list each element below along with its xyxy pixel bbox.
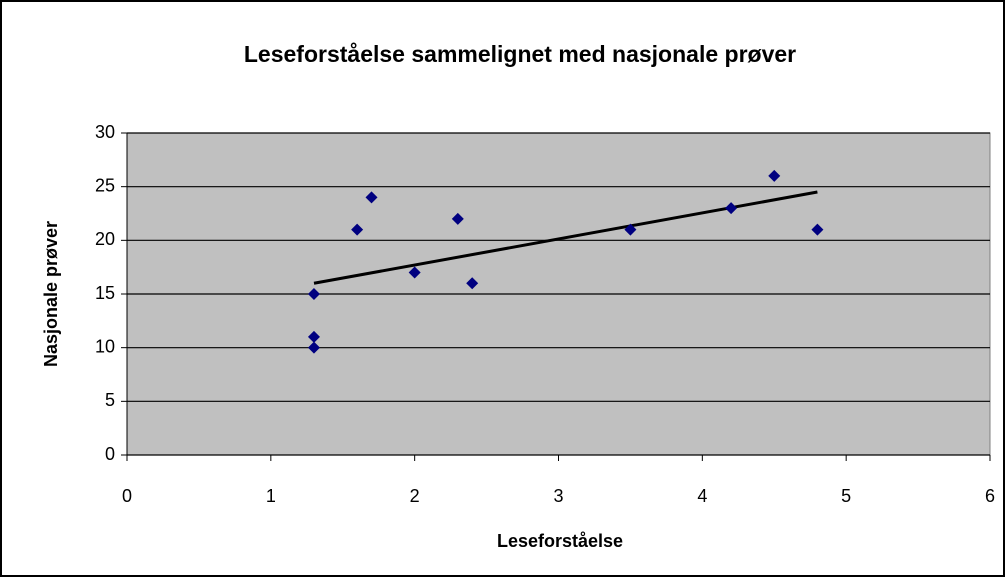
- x-tick-label: 6: [985, 486, 995, 506]
- point: [365, 191, 378, 204]
- y-tick-label: 30: [95, 122, 115, 142]
- y-tick-label: 15: [95, 283, 115, 303]
- point: [307, 288, 320, 300]
- x-tick-label: 4: [697, 486, 707, 506]
- point: [451, 212, 464, 225]
- point: [307, 330, 320, 343]
- y-tick-label: 5: [105, 390, 115, 410]
- y-tick-label: 25: [95, 175, 115, 195]
- chart-title: Leseforståelse sammelignet med nasjonale…: [244, 41, 796, 67]
- point: [725, 202, 738, 215]
- point: [466, 277, 479, 290]
- x-axis-label: Leseforståelse: [497, 531, 623, 551]
- x-tick-label: 1: [266, 486, 276, 506]
- x-tick-label: 3: [553, 486, 563, 506]
- y-tick-label: 20: [95, 229, 115, 249]
- point: [351, 223, 364, 236]
- point: [408, 266, 421, 279]
- y-axis-label: Nasjonale prøver: [41, 221, 61, 367]
- y-tick-label: 10: [95, 336, 115, 356]
- point: [307, 341, 320, 354]
- point: [624, 223, 637, 236]
- point: [768, 169, 781, 182]
- y-tick-label: 0: [105, 444, 115, 464]
- point: [811, 223, 824, 236]
- x-tick-label: 5: [841, 486, 851, 506]
- x-tick-label: 0: [122, 486, 132, 506]
- x-tick-label: 2: [410, 486, 420, 506]
